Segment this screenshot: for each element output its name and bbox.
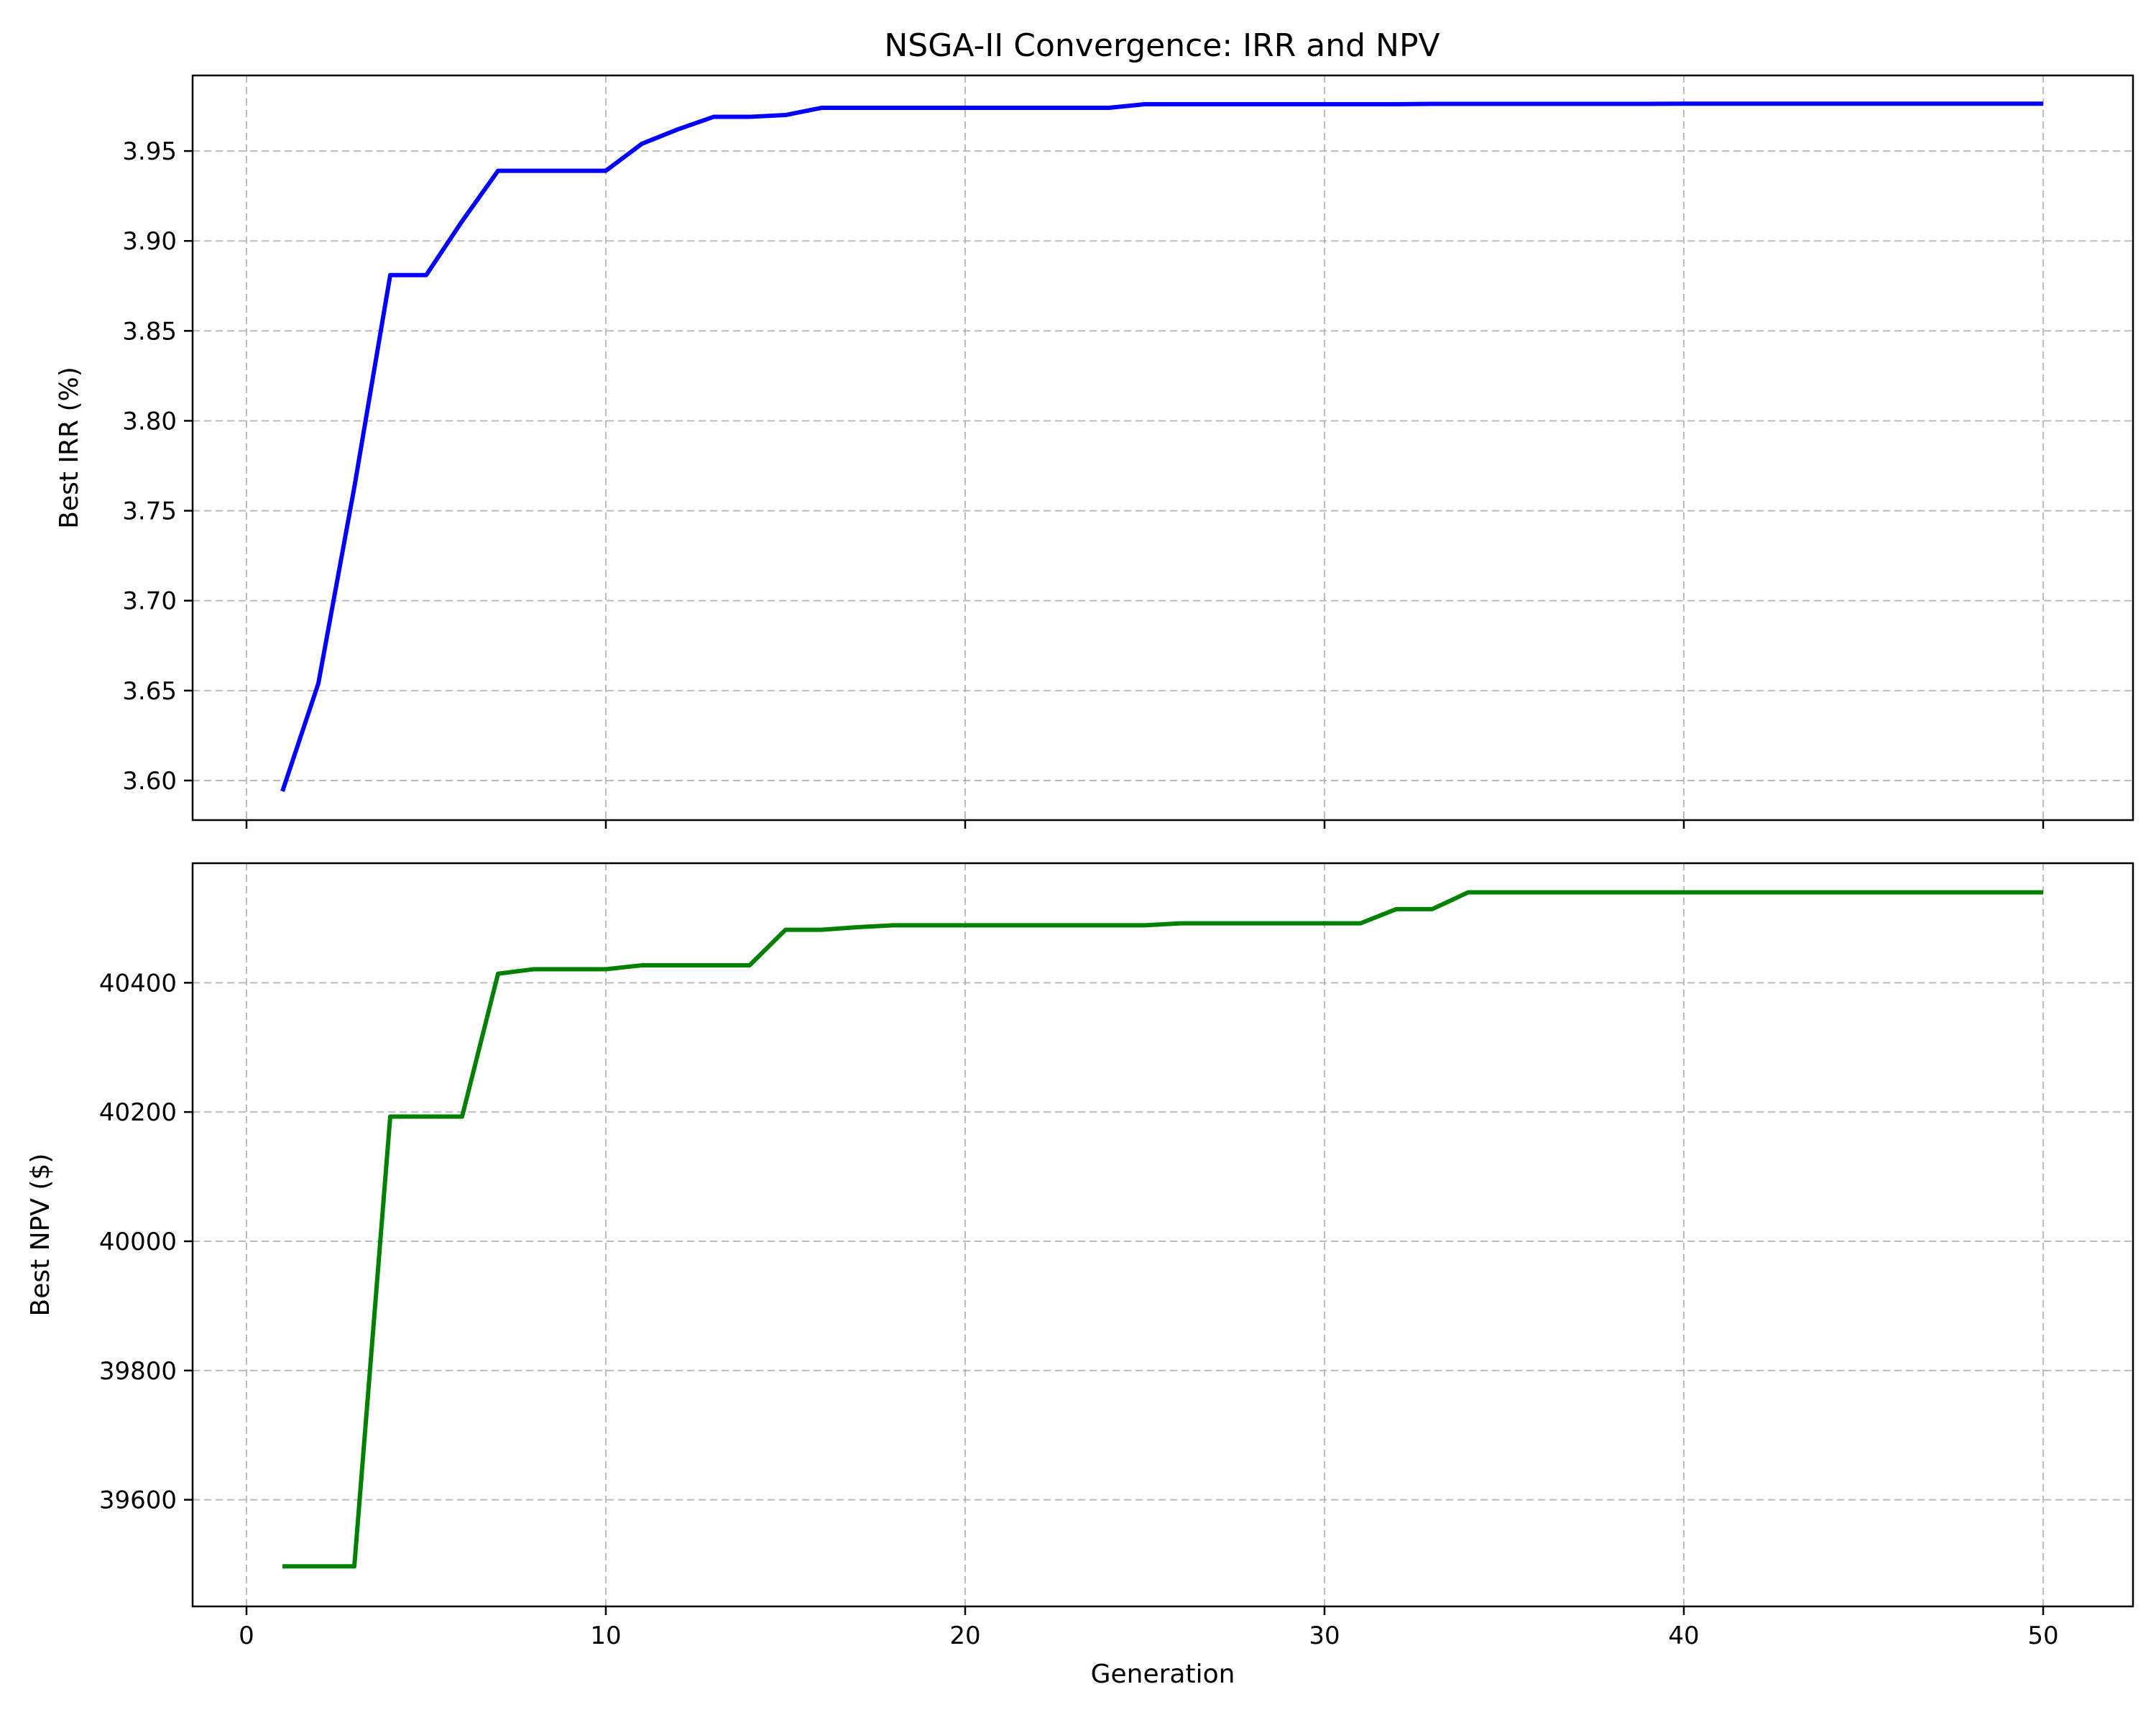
irr-ytick-label-3: 3.75 [122, 497, 177, 526]
irr-ytick-label-2: 3.70 [122, 587, 177, 616]
npv-xtick-label-1: 10 [590, 1622, 621, 1650]
npv-ytick-label-4: 40400 [99, 969, 177, 998]
npv-ylabel: Best NPV ($) [26, 1154, 55, 1317]
npv-series-line [282, 890, 2043, 1569]
npv-xtick-label-2: 20 [949, 1622, 980, 1650]
npv-xtick-label-3: 30 [1309, 1622, 1340, 1650]
npv-xtick-label-5: 50 [2027, 1622, 2058, 1650]
npv-ytick-label-0: 39600 [99, 1486, 177, 1515]
irr-ytick-label-5: 3.85 [122, 317, 177, 346]
irr-ytick-label-6: 3.90 [122, 227, 177, 256]
npv-axes-frame [191, 862, 2134, 1608]
irr-ytick-label-7: 3.95 [122, 137, 177, 166]
irr-ytick-label-1: 3.65 [122, 677, 177, 706]
irr-axes-frame [191, 74, 2134, 822]
irr-panel: 3.60 3.65 3.70 3.75 3.80 3.85 3.90 3.95 Best IRR… [55, 74, 2134, 829]
npv-xlabel: Generation [1091, 1660, 1235, 1689]
npv-ytick-label-3: 40200 [99, 1098, 177, 1127]
irr-ytick-label-4: 3.80 [122, 407, 177, 436]
irr-series-line [280, 101, 2043, 792]
npv-panel: 0 10 20 30 40 50 39600 39800 40000 40200 40400 Best… [26, 862, 2134, 1689]
irr-ylabel: Best IRR (%) [55, 367, 84, 529]
npv-ytick-label-2: 40000 [99, 1228, 177, 1256]
npv-xtick-label-4: 40 [1668, 1622, 1699, 1650]
npv-ytick-label-1: 39800 [99, 1357, 177, 1386]
npv-xtick-label-0: 0 [239, 1622, 254, 1650]
irr-ytick-label-0: 3.60 [122, 767, 177, 796]
chart-title: NSGA-II Convergence: IRR and NPV [884, 27, 1439, 64]
